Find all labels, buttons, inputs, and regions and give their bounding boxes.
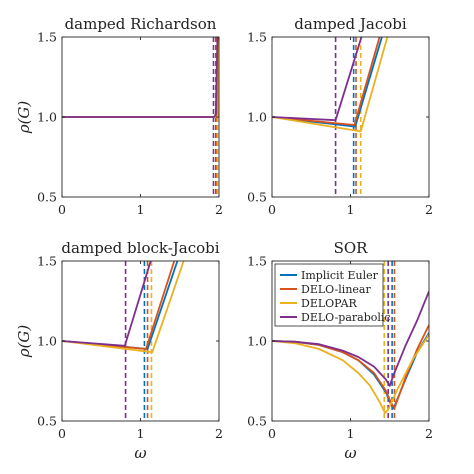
plot-area bbox=[272, 37, 429, 197]
x-tick-label: 1 bbox=[347, 202, 355, 217]
y-tick-label: 1.0 bbox=[247, 334, 267, 349]
chart-panel-4: SOR 0 1 2 0.5 1.0 1.5 ω Implicit EulerDELO-linea… bbox=[247, 239, 433, 462]
series-delo-parabolic bbox=[272, 291, 429, 387]
x-tick-label: 2 bbox=[425, 202, 433, 217]
y-tick-label: 0.5 bbox=[37, 190, 57, 205]
y-tick-label: 1.5 bbox=[247, 30, 267, 45]
x-tick-label: 2 bbox=[215, 426, 223, 441]
chart-title: damped Richardson bbox=[65, 15, 217, 33]
x-axis-label: ω bbox=[134, 444, 146, 462]
x-tick-label: 1 bbox=[137, 202, 145, 217]
chart-title: SOR bbox=[334, 239, 369, 257]
plot-area bbox=[62, 261, 219, 421]
y-tick-label: 1.5 bbox=[247, 254, 267, 269]
series-delopar bbox=[272, 334, 429, 414]
legend-label: DELO-parabolic bbox=[301, 311, 391, 324]
y-tick-label: 0.5 bbox=[37, 414, 57, 429]
y-axis-label: ρ(G) bbox=[15, 101, 33, 135]
legend-label: DELOPAR bbox=[301, 297, 358, 310]
x-tick-label: 0 bbox=[58, 202, 66, 217]
chart-title: damped block-Jacobi bbox=[61, 239, 219, 257]
legend-label: Implicit Euler bbox=[301, 269, 379, 282]
series-delopar bbox=[62, 261, 185, 354]
y-tick-label: 1.0 bbox=[247, 110, 267, 125]
x-tick-label: 2 bbox=[425, 426, 433, 441]
x-tick-label: 0 bbox=[268, 202, 276, 217]
x-tick-label: 1 bbox=[347, 426, 355, 441]
series-delo-parabolic bbox=[62, 37, 219, 118]
y-tick-label: 1.5 bbox=[37, 30, 57, 45]
chart-panel-1: damped Richardson 0 1 2 0.5 1.0 1.5 ρ(G) bbox=[15, 15, 223, 217]
series-delo-linear bbox=[272, 37, 381, 126]
x-tick-label: 1 bbox=[137, 426, 145, 441]
legend-label: DELO-linear bbox=[301, 283, 371, 296]
series-delopar bbox=[272, 37, 389, 133]
y-axis-label: ρ(G) bbox=[15, 325, 33, 359]
series-delo-parabolic bbox=[272, 37, 363, 122]
chart-panel-3: damped block-Jacobi 0 1 2 0.5 1.0 1.5 ρ(G) ω bbox=[15, 239, 223, 462]
series-delo-parabolic bbox=[62, 261, 152, 347]
y-tick-label: 0.5 bbox=[247, 414, 267, 429]
x-axis-label: ω bbox=[344, 444, 356, 462]
y-tick-label: 1.0 bbox=[37, 110, 57, 125]
chart-panel-2: damped Jacobi 0 1 2 0.5 1.0 1.5 bbox=[247, 15, 433, 217]
legend: Implicit EulerDELO-linearDELOPARDELO-par… bbox=[274, 263, 391, 327]
y-tick-label: 1.0 bbox=[37, 334, 57, 349]
x-tick-label: 0 bbox=[268, 426, 276, 441]
chart-title: damped Jacobi bbox=[294, 15, 407, 33]
x-tick-label: 0 bbox=[58, 426, 66, 441]
y-tick-label: 0.5 bbox=[247, 190, 267, 205]
x-tick-label: 2 bbox=[215, 202, 223, 217]
y-tick-label: 1.5 bbox=[37, 254, 57, 269]
